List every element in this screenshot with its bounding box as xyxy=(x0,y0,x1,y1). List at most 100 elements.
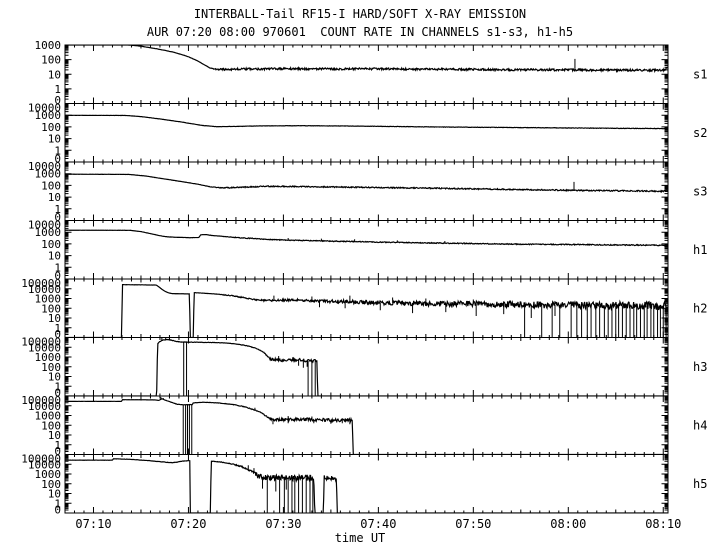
y-axis-ticks xyxy=(65,278,668,338)
x-axis-title: time UT xyxy=(334,531,386,545)
trace-h5 xyxy=(65,458,668,513)
x-tick-label: 07:30 xyxy=(265,517,301,531)
y-tick-label: 1 xyxy=(54,439,61,452)
y-axis-ticks xyxy=(65,454,668,514)
x-tick-label: 07:40 xyxy=(360,517,396,531)
x-axis-ticks xyxy=(64,337,664,396)
y-tick-label: 1000 xyxy=(35,351,62,364)
y-axis-ticks xyxy=(65,337,668,397)
panel-border xyxy=(64,278,669,338)
y-tick-label: 100 xyxy=(41,238,61,251)
y-tick-label: 10 xyxy=(48,133,61,146)
spikes-h2 xyxy=(273,295,667,338)
y-tick-label: 10 xyxy=(48,68,61,81)
y-tick-label: 10000 xyxy=(28,458,61,471)
x-axis-ticks xyxy=(64,220,664,279)
x-tick-label: 08:10 xyxy=(645,517,681,531)
y-tick-label: 10 xyxy=(48,371,61,384)
panel-border xyxy=(64,44,669,104)
channel-label-h4: h4 xyxy=(693,418,707,432)
spikes-h4 xyxy=(160,397,351,455)
y-tick-label: 100000 xyxy=(21,336,61,349)
y-tick-label: 100000 xyxy=(21,394,61,407)
y-tick-label: 100 xyxy=(41,179,61,192)
panel-border xyxy=(64,103,669,163)
y-tick-label: 10000 xyxy=(28,400,61,413)
y-tick-label: 0 xyxy=(54,504,61,517)
y-tick-label: 100 xyxy=(41,302,61,315)
y-tick-label: 10 xyxy=(48,191,61,204)
y-tick-label: 0 xyxy=(54,328,61,341)
y-tick-label: 10 xyxy=(48,429,61,442)
y-tick-label: 1 xyxy=(54,144,61,157)
y-axis-ticks xyxy=(65,395,668,455)
y-tick-label: 100 xyxy=(41,478,61,491)
y-axis-ticks xyxy=(65,103,668,163)
spikes-h5 xyxy=(247,465,314,513)
x-axis-ticks xyxy=(64,162,664,221)
y-tick-label: 10 xyxy=(48,312,61,325)
panel-border xyxy=(64,337,669,397)
x-tick-label: 07:10 xyxy=(75,517,111,531)
y-axis-ticks xyxy=(65,220,668,280)
y-tick-label: 1000 xyxy=(35,39,62,52)
x-axis-ticks xyxy=(64,454,664,513)
chart-title: INTERBALL-Tail RF15-I HARD/SOFT X-RAY EM… xyxy=(193,7,527,21)
x-tick-label: 07:50 xyxy=(455,517,491,531)
x-axis-ticks xyxy=(64,45,664,104)
y-tick-label: 100 xyxy=(41,54,61,67)
x-tick-labels: 07:10 07:20 07:30 07:40 07:50 08:00 08:10 xyxy=(75,517,681,531)
y-tick-label: 100 xyxy=(41,419,61,432)
trace-h4 xyxy=(65,398,668,455)
y-tick-label: 100 xyxy=(41,121,61,134)
y-tick-label: 1000 xyxy=(35,109,62,122)
y-tick-label: 10000 xyxy=(28,102,61,115)
y-tick-label: 0 xyxy=(54,270,61,283)
y-tick-label: 1 xyxy=(54,322,61,335)
trace-h1 xyxy=(65,229,668,247)
panel-border xyxy=(64,220,669,280)
x-axis-ticks xyxy=(64,396,664,455)
channel-label-s2: s2 xyxy=(693,126,707,140)
y-tick-label: 1000 xyxy=(35,293,62,306)
spikes-h1 xyxy=(287,238,446,244)
channel-label-h5: h5 xyxy=(693,477,707,491)
trace-h2 xyxy=(65,284,668,338)
y-tick-label: 0 xyxy=(54,94,61,107)
y-tick-label: 10000 xyxy=(28,160,61,173)
channel-label-s3: s3 xyxy=(693,184,707,198)
y-tick-label: 1 xyxy=(54,83,61,96)
x-axis-ticks xyxy=(64,279,664,338)
panel-border xyxy=(64,395,669,455)
trace-h3 xyxy=(65,338,668,396)
y-tick-label: 1000 xyxy=(35,226,62,239)
panel-border xyxy=(64,454,669,514)
y-tick-label: 100000 xyxy=(21,277,61,290)
y-axis-ticks xyxy=(65,44,668,104)
y-tick-label: 100000 xyxy=(21,453,61,466)
y-tick-label: 0 xyxy=(54,445,61,458)
y-tick-label: 100 xyxy=(41,361,61,374)
y-tick-label: 0 xyxy=(54,387,61,400)
channel-label-h3: h3 xyxy=(693,360,707,374)
chart-subtitle: AUR 07:20 08:00 970601 COUNT RATE IN CHA… xyxy=(146,25,574,39)
y-tick-label: 1000 xyxy=(35,410,62,423)
y-tick-label: 10000 xyxy=(28,219,61,232)
y-tick-label: 1 xyxy=(54,203,61,216)
trace-s2 xyxy=(65,114,668,130)
spikes-h3 xyxy=(161,337,316,396)
y-tick-label: 0 xyxy=(54,211,61,224)
y-tick-label: 1000 xyxy=(35,468,62,481)
trace-s1 xyxy=(65,45,668,74)
y-tick-label: 10000 xyxy=(28,283,61,296)
